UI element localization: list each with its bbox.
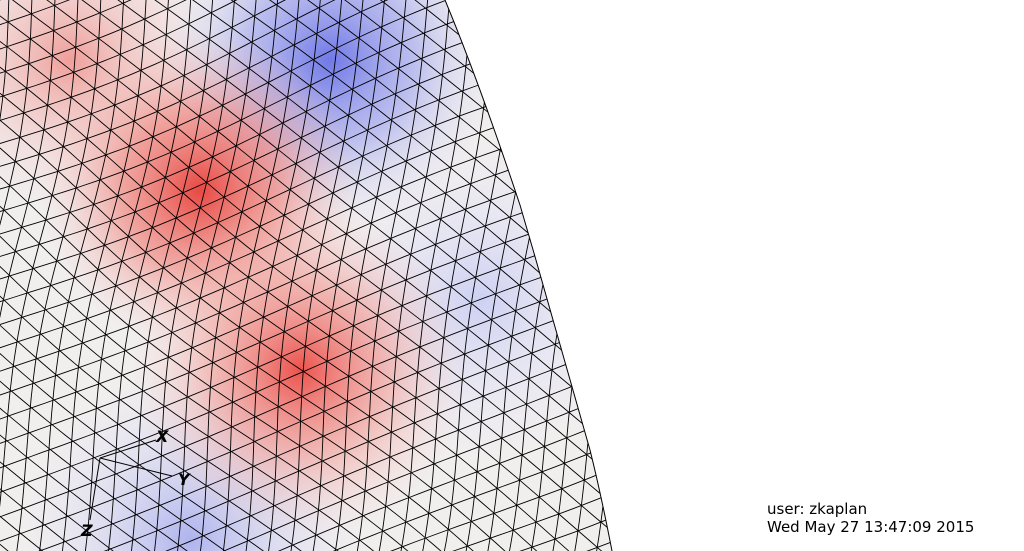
mesh-edge-line xyxy=(216,0,304,551)
mesh-edge-line xyxy=(332,458,612,551)
mesh-edge-line xyxy=(0,0,81,551)
mesh-edge-line xyxy=(368,0,453,551)
mesh-edge-line xyxy=(0,11,612,551)
mesh-edge-line xyxy=(227,407,612,551)
mesh-edge-line xyxy=(655,281,698,551)
mesh-edge-line xyxy=(529,0,612,87)
mesh-edge-line xyxy=(627,0,690,6)
orientation-axes xyxy=(89,439,173,521)
mesh-edge-line xyxy=(258,0,612,319)
mesh-edge-line xyxy=(0,0,491,177)
mesh-edge-line xyxy=(0,404,212,551)
mesh-edge-line xyxy=(171,0,260,551)
y-axis-line xyxy=(99,457,173,477)
mesh-edge-line xyxy=(280,432,612,551)
z-axis-label: Z xyxy=(81,521,93,540)
mesh-edge-line xyxy=(305,0,388,551)
mesh-edge-line xyxy=(0,347,286,551)
surface-edge xyxy=(444,0,613,551)
mesh-edge-line xyxy=(326,0,411,551)
mesh-edge-line xyxy=(0,0,612,543)
mesh-edge-line xyxy=(383,483,612,551)
mesh-edge-line xyxy=(283,0,367,551)
mesh-edge-line xyxy=(216,0,612,351)
mesh-edge-line xyxy=(465,0,612,143)
mesh-edge-line xyxy=(124,0,216,551)
mesh-edge-line xyxy=(634,196,698,551)
mesh-edge-line xyxy=(0,115,558,551)
mesh-edge-line xyxy=(347,0,432,551)
mesh-edge-line xyxy=(611,0,612,551)
mesh-edge-line xyxy=(0,259,391,551)
mesh-edge-line xyxy=(32,0,126,551)
mesh-edge-line xyxy=(193,0,281,551)
mesh-edge-line xyxy=(0,0,565,201)
mesh-edge-line xyxy=(0,0,368,132)
mesh-edge-line xyxy=(0,379,254,551)
mesh-edge-line xyxy=(587,0,612,551)
mesh-edge-line xyxy=(0,486,101,551)
x-axis-line xyxy=(99,439,157,459)
mesh-edge-line xyxy=(0,44,612,551)
mesh-edge-line xyxy=(0,0,34,456)
mesh-edge-line xyxy=(77,0,172,551)
z-axis-line xyxy=(89,457,101,521)
mesh-edge-line xyxy=(0,429,178,551)
mesh-edge-line xyxy=(8,0,103,551)
mesh-edge-line xyxy=(0,0,612,551)
timestamp-label: Wed May 27 13:47:09 2015 xyxy=(767,518,975,536)
mesh-edge-line xyxy=(594,0,612,39)
mesh-edge-line xyxy=(0,0,159,39)
mesh-edge-line xyxy=(259,0,346,551)
mesh-edge-line xyxy=(0,0,212,63)
mesh-edge-line xyxy=(0,0,265,84)
user-label: user: zkaplan xyxy=(767,500,868,518)
mesh-edge-line xyxy=(0,0,11,298)
mesh-edge-line xyxy=(147,0,238,551)
mesh-edge-line xyxy=(0,0,612,221)
mesh-edge-line xyxy=(561,0,612,63)
mesh-edge-line xyxy=(497,0,612,111)
mesh-edge-line xyxy=(0,171,494,551)
mesh-edge-line xyxy=(0,323,328,551)
render-annotation: user: zkaplan Wed May 27 13:47:09 2015 xyxy=(767,500,974,536)
mesh-edge-line xyxy=(55,0,149,551)
mesh-edge-line xyxy=(0,462,135,551)
mesh-edge-line xyxy=(566,0,612,551)
mesh-edge-line xyxy=(184,0,612,376)
mesh-edge-line xyxy=(677,404,699,551)
mesh-edge-line xyxy=(392,0,476,551)
mesh-edge-line xyxy=(0,291,359,551)
x-axis-label: X xyxy=(156,427,169,446)
mesh-edge-line xyxy=(238,0,325,551)
mesh-edge-line xyxy=(0,0,419,156)
mesh-edge-line xyxy=(0,203,463,551)
mesh-edge-line xyxy=(0,0,57,551)
y-axis-label: Y xyxy=(178,470,190,489)
mesh-edge-line xyxy=(0,92,590,551)
mesh-edge-line xyxy=(102,0,194,551)
